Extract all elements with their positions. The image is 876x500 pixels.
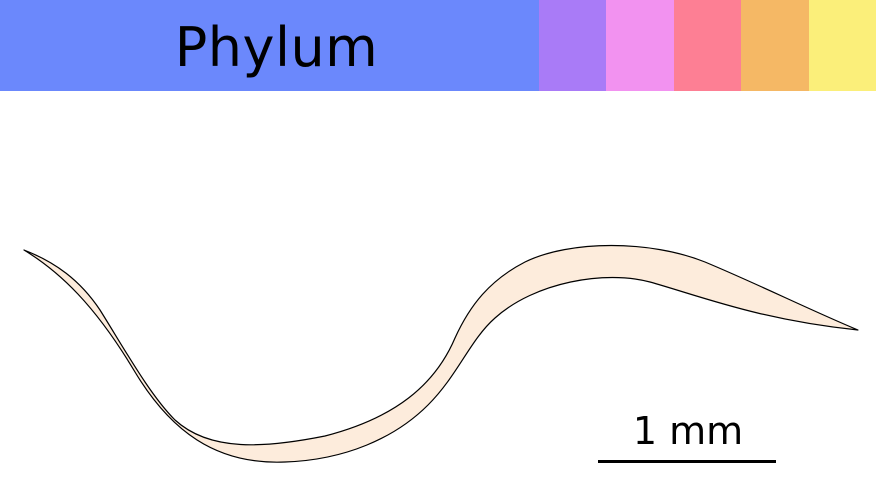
rank-segment-order (606, 0, 674, 91)
scale-bar-label: 1 mm (632, 409, 744, 453)
taxonomic-rank-bar: Phylum (0, 0, 876, 91)
scale-bar-line (598, 460, 776, 463)
rank-segment-species (808, 0, 876, 91)
rank-segment-class (539, 0, 607, 91)
rank-segment-phylum: Phylum (0, 0, 539, 91)
rank-segment-family (673, 0, 742, 91)
rank-label: Phylum (174, 15, 379, 79)
rank-segment-genus (741, 0, 809, 91)
nematode-worm-icon (23, 244, 859, 463)
